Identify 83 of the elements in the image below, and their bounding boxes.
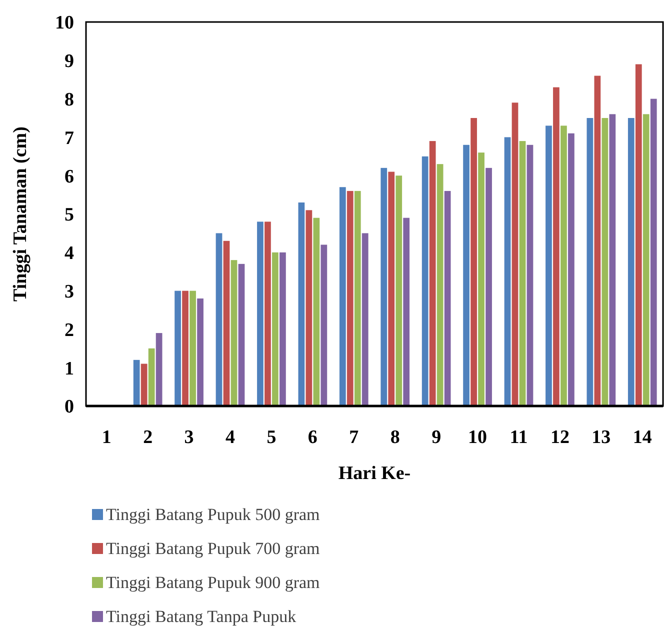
y-tick-label: 8 bbox=[64, 89, 74, 110]
bar bbox=[504, 137, 511, 406]
bar bbox=[388, 172, 395, 406]
bar bbox=[635, 64, 642, 406]
bar bbox=[182, 290, 188, 406]
legend-label: Tinggi Batang Pupuk 500 gram bbox=[106, 505, 320, 524]
y-axis-title: Tinggi Tanaman (cm) bbox=[10, 126, 31, 302]
x-tick-label: 7 bbox=[349, 427, 360, 448]
bar bbox=[380, 168, 388, 406]
bar bbox=[264, 222, 271, 406]
x-tick-label: 5 bbox=[266, 427, 276, 448]
x-tick-label: 12 bbox=[550, 427, 570, 448]
bar bbox=[354, 190, 361, 406]
x-axis-title: Hari Ke- bbox=[338, 463, 411, 484]
bar bbox=[396, 176, 402, 406]
bar bbox=[486, 168, 492, 406]
x-tick-label: 2 bbox=[143, 427, 153, 448]
bar bbox=[470, 118, 477, 406]
bar bbox=[422, 156, 428, 406]
bar bbox=[272, 252, 278, 406]
bar bbox=[609, 114, 616, 406]
bar bbox=[553, 87, 560, 406]
bar bbox=[174, 290, 181, 406]
bar bbox=[628, 118, 634, 406]
y-tick-label: 2 bbox=[64, 320, 74, 341]
bar bbox=[362, 233, 368, 406]
x-tick-label: 8 bbox=[390, 427, 400, 448]
bar bbox=[140, 364, 148, 406]
x-tick-label: 6 bbox=[308, 427, 318, 448]
bar bbox=[230, 260, 238, 406]
y-tick-label: 0 bbox=[64, 396, 74, 418]
bar bbox=[257, 222, 264, 406]
y-tick-label: 6 bbox=[64, 166, 74, 188]
bar bbox=[650, 98, 657, 406]
bar bbox=[560, 126, 567, 406]
bar bbox=[298, 202, 305, 406]
bar bbox=[133, 360, 140, 406]
bar bbox=[313, 218, 320, 406]
bar bbox=[148, 348, 155, 406]
bar bbox=[478, 152, 484, 406]
y-tick-label: 1 bbox=[64, 358, 74, 380]
bar bbox=[429, 141, 436, 406]
bar bbox=[546, 126, 552, 406]
bar bbox=[519, 141, 526, 406]
bar bbox=[403, 218, 410, 406]
bar bbox=[223, 240, 230, 406]
bar bbox=[306, 210, 312, 406]
bar bbox=[339, 187, 346, 406]
bar bbox=[156, 333, 162, 406]
legend-label: Tinggi Batang Pupuk 900 gram bbox=[106, 573, 320, 592]
bar bbox=[594, 76, 601, 406]
bar bbox=[526, 144, 534, 406]
x-tick-label: 10 bbox=[468, 427, 488, 448]
x-tick-label: 4 bbox=[226, 427, 236, 448]
bar bbox=[602, 118, 608, 406]
bar bbox=[280, 252, 286, 406]
bar bbox=[642, 114, 650, 406]
y-tick-label: 9 bbox=[64, 51, 74, 72]
y-tick-label: 4 bbox=[64, 243, 74, 264]
bar bbox=[463, 144, 470, 406]
x-tick-label: 9 bbox=[432, 427, 442, 448]
bar bbox=[320, 244, 328, 406]
bar bbox=[586, 118, 594, 406]
legend-label: Tinggi Batang Tanpa Pupuk bbox=[106, 607, 297, 626]
x-tick-label: 3 bbox=[184, 427, 194, 448]
bar bbox=[568, 133, 574, 406]
bar bbox=[238, 264, 245, 406]
x-tick-label: 13 bbox=[592, 427, 611, 448]
y-tick-label: 3 bbox=[64, 281, 74, 302]
bar bbox=[346, 190, 354, 406]
y-tick-label: 7 bbox=[64, 128, 74, 149]
bar bbox=[436, 164, 444, 406]
bar bbox=[444, 190, 451, 406]
bar bbox=[512, 102, 518, 406]
bar bbox=[197, 298, 204, 406]
bar bbox=[190, 290, 196, 406]
x-tick-label: 11 bbox=[510, 427, 528, 448]
bar bbox=[216, 233, 222, 406]
y-tick-label: 10 bbox=[55, 12, 74, 34]
y-tick-label: 5 bbox=[64, 204, 74, 226]
legend-label: Tinggi Batang Pupuk 700 gram bbox=[106, 539, 320, 558]
x-tick-label: 1 bbox=[102, 427, 112, 448]
x-tick-label: 14 bbox=[632, 427, 652, 448]
